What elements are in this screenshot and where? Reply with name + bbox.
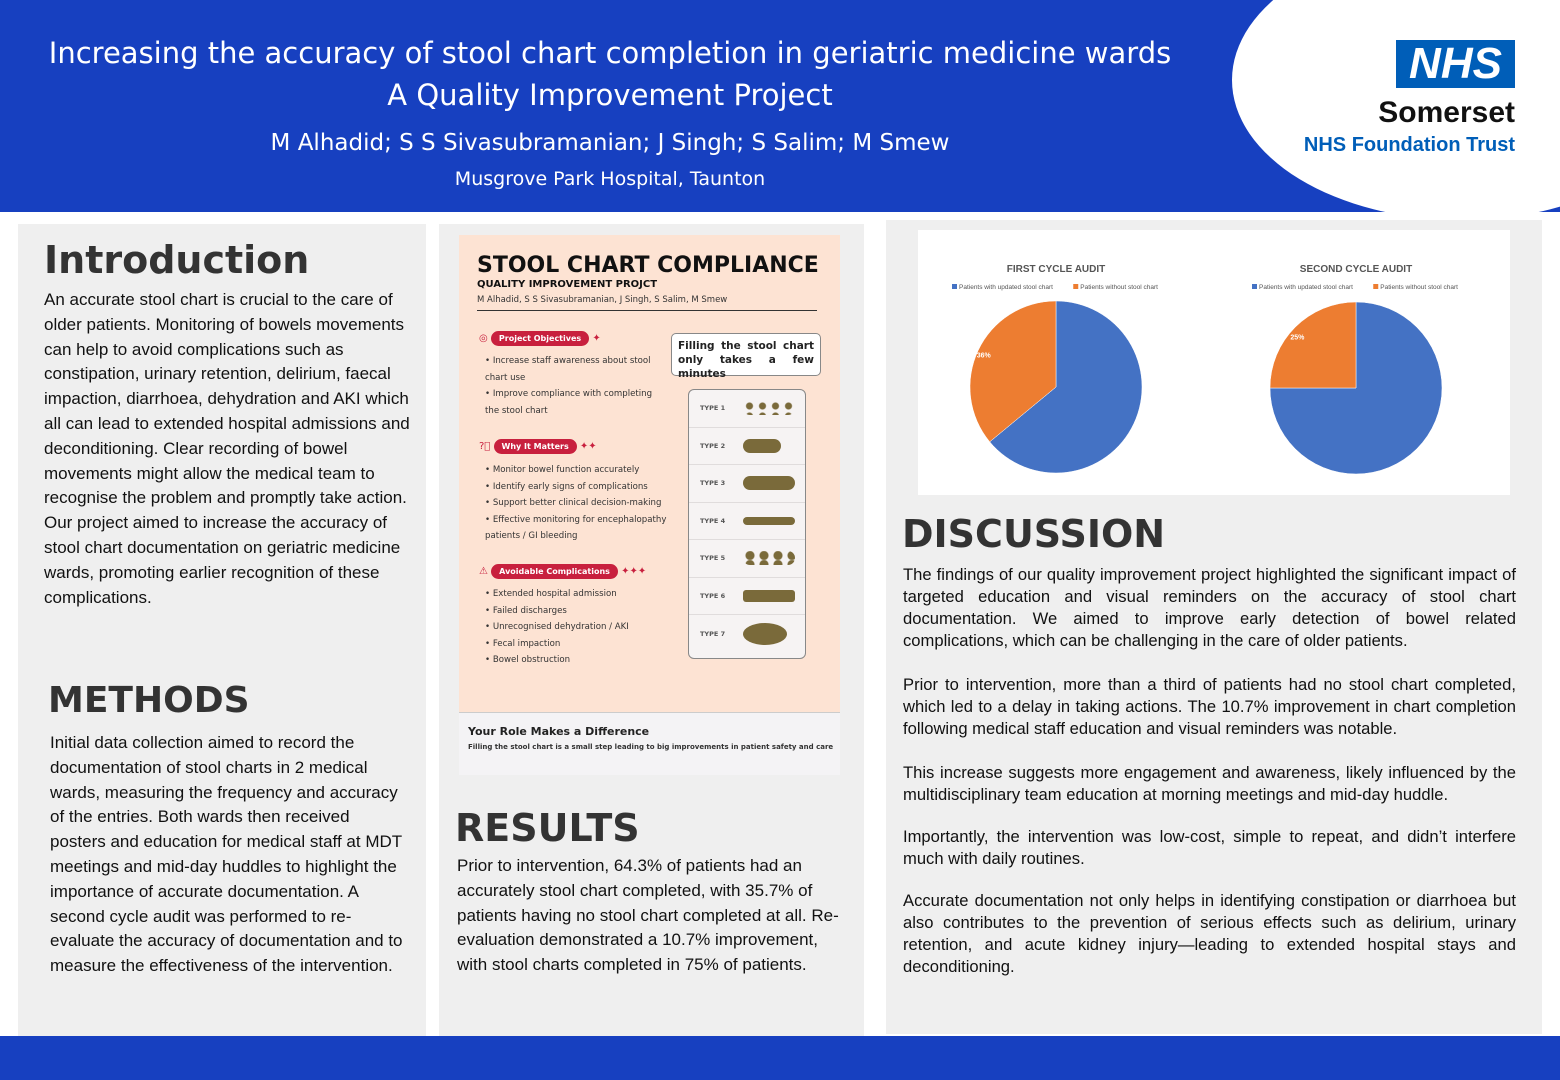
logo-trust: NHS Foundation Trust <box>1303 134 1515 156</box>
legend-label: Patients with updated stool chart <box>1259 284 1353 291</box>
legend-swatch <box>1373 284 1379 289</box>
discussion-panel: FIRST CYCLE AUDIT Patients with updated s… <box>886 220 1542 1034</box>
divider <box>477 310 817 311</box>
list-item: Bowel obstruction <box>485 652 669 669</box>
legend-swatch <box>952 284 957 289</box>
complications-list: Extended hospital admission Failed disch… <box>459 586 669 669</box>
section-objectives: ◎ Project Objectives ✦ <box>479 331 601 346</box>
stool-type-1: TYPE 1 <box>689 390 805 428</box>
legend-swatch <box>1073 284 1079 289</box>
callout: Filling the stool chart only takes a few… <box>671 333 821 380</box>
mini-authors: M Alhadid, S S Sivasubramanian, J Singh,… <box>477 295 728 305</box>
stool-type-7: TYPE 7 <box>689 615 805 653</box>
pie-charts: FIRST CYCLE AUDIT Patients with updated s… <box>952 264 1458 475</box>
list-item: Unrecognised dehydration / AKI <box>485 619 669 636</box>
mini-title: STOOL CHART COMPLIANCE <box>477 253 819 278</box>
warning-icon: ⚠ <box>479 566 488 577</box>
stool-chart-poster: STOOL CHART COMPLIANCE QUALITY IMPROVEME… <box>459 235 840 775</box>
question-icon: ?⃝ <box>479 441 491 452</box>
discussion-paragraph: The findings of our quality improvement … <box>903 565 1516 650</box>
institution: Musgrove Park Hospital, Taunton <box>454 168 766 190</box>
discussion-paragraph: Prior to intervention, more than a third… <box>903 675 1516 738</box>
data-label: 64% <box>1136 433 1151 440</box>
legend-label: Patients with updated stool chart <box>959 284 1053 291</box>
data-label: 36% <box>977 353 992 360</box>
authors: M Alhadid; S S Sivasubramanian; J Singh;… <box>270 130 950 156</box>
pie-slice <box>969 300 1057 443</box>
discussion-paragraph: Accurate documentation not only helps in… <box>903 891 1516 976</box>
stool-type-3: TYPE 3 <box>689 465 805 503</box>
discussion-paragraph: Importantly, the intervention was low-co… <box>903 827 1516 868</box>
introduction-heading: Introduction <box>44 238 310 282</box>
bristol-stool-scale: TYPE 1 TYPE 2 TYPE 3 TYPE 4 TYPE 5 TYPE … <box>688 389 806 659</box>
legend-swatch <box>1252 284 1257 289</box>
target-icon: ◎ <box>479 333 488 344</box>
list-item: Support better clinical decision-making <box>485 495 669 512</box>
mini-footer-text: Filling the stool chart is a small step … <box>468 743 834 751</box>
mini-footer: Your Role Makes a Difference Filling the… <box>459 712 840 775</box>
results-text: Prior to intervention, 64.3% of patients… <box>457 856 839 975</box>
list-item: Identify early signs of complications <box>485 479 669 496</box>
chart-box: FIRST CYCLE AUDIT Patients with updated s… <box>918 230 1510 495</box>
list-item: Increase staff awareness about stool cha… <box>485 353 659 386</box>
list-item: Extended hospital admission <box>485 586 669 603</box>
logo-org: Somerset <box>1378 96 1515 129</box>
section-label: Avoidable Complications <box>491 564 618 579</box>
list-item: Monitor bowel function accurately <box>485 462 669 479</box>
section-label: Project Objectives <box>490 331 590 346</box>
title-line-1: Increasing the accuracy of stool chart c… <box>48 36 1172 70</box>
legend-label: Patients without stool chart <box>1080 284 1158 291</box>
title-line-2: A Quality Improvement Project <box>387 78 833 112</box>
header: Increasing the accuracy of stool chart c… <box>0 0 1560 212</box>
nhs-logo: NHS <box>1396 40 1515 88</box>
objectives-list: Increase staff awareness about stool cha… <box>459 353 659 419</box>
list-item: Effective monitoring for encephalopathy … <box>485 512 669 545</box>
methods-heading: METHODS <box>48 680 250 721</box>
stool-type-6: TYPE 6 <box>689 578 805 615</box>
introduction-text: An accurate stool chart is crucial to th… <box>44 290 410 607</box>
chart-title: SECOND CYCLE AUDIT <box>1300 264 1412 275</box>
stool-type-2: TYPE 2 <box>689 428 805 465</box>
methods-text: Initial data collection aimed to record … <box>50 733 403 976</box>
section-complications: ⚠ Avoidable Complications ✦✦✦ <box>479 564 647 579</box>
discussion-text: The findings of our quality improvement … <box>903 564 1516 978</box>
discussion-paragraph: This increase suggests more engagement a… <box>903 763 1516 804</box>
discussion-heading: DISCUSSION <box>902 512 1166 556</box>
list-item: Failed discharges <box>485 603 669 620</box>
data-label: 75% <box>1423 454 1438 461</box>
list-item: Fecal impaction <box>485 636 669 653</box>
footer-bar <box>0 1036 1560 1080</box>
pie-slice <box>1269 301 1443 475</box>
stool-type-4: TYPE 4 <box>689 503 805 540</box>
legend-label: Patients without stool chart <box>1380 284 1458 291</box>
stool-type-5: TYPE 5 <box>689 540 805 578</box>
mini-footer-title: Your Role Makes a Difference <box>468 725 650 738</box>
section-why: ?⃝ Why It Matters ✦✦ <box>479 439 597 454</box>
chart-title: FIRST CYCLE AUDIT <box>1007 264 1106 275</box>
why-list: Monitor bowel function accurately Identi… <box>459 462 669 545</box>
pie-slice <box>989 300 1143 474</box>
results-heading: RESULTS <box>455 806 640 850</box>
pie-slice <box>1269 301 1357 389</box>
intro-methods-panel: Introduction An accurate stool chart is … <box>18 224 426 1036</box>
mini-subtitle: QUALITY IMPROVEMENT PROJCT <box>477 279 658 290</box>
section-label: Why It Matters <box>493 439 577 454</box>
data-label: 25% <box>1290 334 1305 341</box>
list-item: Improve compliance with completing the s… <box>485 386 659 419</box>
